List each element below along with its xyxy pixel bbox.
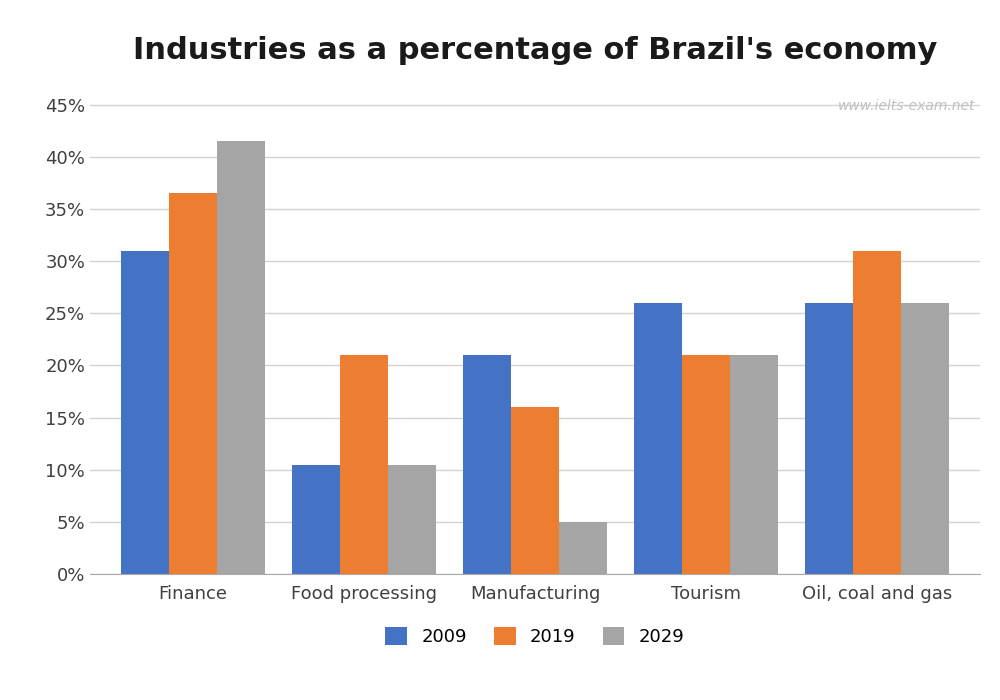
Bar (559, 522, 607, 574)
Bar (169, 193, 217, 574)
Title: Industries as a percentage of Brazil's economy: Industries as a percentage of Brazil's e… (133, 36, 937, 65)
Legend: 2009, 2019, 2029: 2009, 2019, 2029 (378, 620, 692, 653)
Bar (853, 251, 901, 574)
Bar (217, 141, 265, 574)
Bar (682, 355, 730, 574)
Bar (340, 355, 388, 574)
Text: www.ielts-exam.net: www.ielts-exam.net (838, 99, 976, 113)
Bar (901, 303, 949, 574)
Bar (730, 355, 778, 574)
Bar (388, 465, 436, 574)
Bar (121, 251, 169, 574)
Bar (634, 303, 682, 574)
Bar (511, 407, 559, 574)
Bar (805, 303, 853, 574)
Bar (463, 355, 511, 574)
Bar (292, 465, 340, 574)
